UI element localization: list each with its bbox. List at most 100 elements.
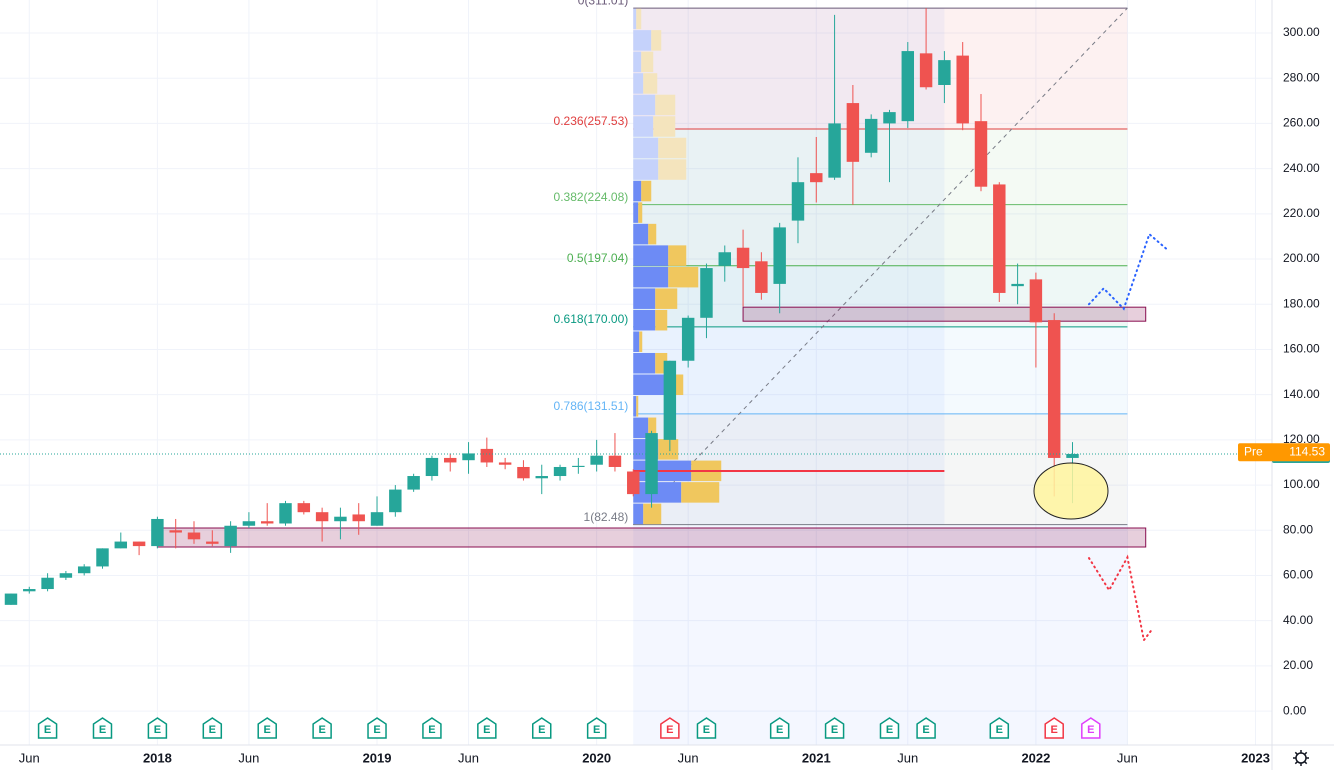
earnings-marker [879,717,900,739]
volume-down [655,288,678,309]
volume-down [655,309,668,331]
y-tick-label: 0.00 [1283,703,1307,717]
fib-band [633,265,1128,327]
earnings-label: E [99,724,106,736]
volume-down [658,439,679,460]
candle-body [132,541,146,547]
volume-up [633,288,656,309]
candle-body [974,121,988,187]
volume-down [636,396,639,417]
volume-down [648,417,657,439]
earnings-marker [1081,717,1101,739]
candle-body [919,53,933,88]
plot-area: 0(311.01) 0.236(257.53) 0.382(224.08) 0.5(1… [0,0,1272,745]
volume-up [633,309,656,331]
candle-body [462,453,475,461]
earnings-label: E [831,724,838,736]
candle-body [718,252,731,266]
earnings-marker [92,717,113,739]
earnings-label: E [264,724,271,736]
volume-down [651,30,662,51]
candle-body [956,55,969,124]
candle-body [498,462,512,465]
earnings-label: E [428,724,435,736]
volume-down [653,116,676,137]
volume-down [641,51,654,73]
candle-body [96,548,109,567]
fib-band [633,326,1128,414]
candle-body [425,457,439,477]
earnings-label: E [318,724,325,736]
y-tick-label: 20.00 [1283,658,1313,672]
earnings-label: E [1051,724,1058,736]
volume-down [658,137,687,159]
volume-up [633,159,659,180]
candle-body [627,471,640,495]
earnings-marker [531,717,552,739]
volume-down [658,159,687,180]
candle-body [279,503,292,524]
x-tick-label: Jun [238,750,259,765]
candle-body [260,521,274,524]
candle-body [480,448,494,463]
fib-band [633,128,1128,205]
earnings-label: E [996,724,1003,736]
settings-icon[interactable] [1293,750,1309,766]
y-tick-label: 280.00 [1283,70,1320,84]
zone [742,306,1147,322]
fib-label: 0.382(224.08) [554,190,629,204]
candle-body [681,317,695,361]
candle-body [608,455,622,467]
candle-body [938,60,951,85]
y-tick-label: 100.00 [1283,477,1320,491]
fib-band [633,8,1128,129]
candle-body [224,525,237,547]
volume-down [636,8,642,30]
x-tick-label: Jun [1117,750,1138,765]
candle-body [828,123,841,178]
earnings-marker [586,717,607,739]
candle-body [773,227,786,284]
y-tick-label: 160.00 [1283,342,1320,356]
candle-body [114,541,128,549]
fib-label: 0(311.01) [578,0,628,7]
earnings-marker [696,717,717,739]
x-tick-label: Jun [678,750,699,765]
range-background [633,524,1128,745]
candle-body [315,512,329,522]
x-tick-label: 2019 [363,750,392,765]
candle-body [389,489,402,513]
candle-body [572,465,585,467]
candle-body [553,466,567,477]
fib-label: 0.786(131.51) [554,399,629,413]
pre-market-price: 114.53 [1289,444,1325,458]
earnings-marker [477,717,497,739]
highlight-ellipse [1033,462,1109,520]
earnings-label: E [886,724,893,736]
candle-body [151,518,164,547]
candle-body [645,433,658,495]
candle-body [1029,279,1043,323]
earnings-marker [660,717,680,739]
candle-body [4,593,18,605]
candle-body [1011,283,1024,287]
fib-trend-line [632,7,1128,526]
volume-down [668,266,699,288]
earnings-label: E [483,724,490,736]
x-tick-label: Jun [19,750,40,765]
x-tick-label: 2023 [1241,750,1270,765]
candle-body [517,466,530,479]
candle-body [864,118,878,153]
volume-down [648,223,657,245]
volume-down [681,482,720,503]
candle-body [334,516,347,522]
earnings-label: E [538,724,545,736]
earnings-marker [422,717,442,739]
earnings-marker [202,717,223,739]
candle-body [407,476,420,490]
y-tick-label: 140.00 [1283,387,1320,401]
earnings-marker [257,717,277,739]
candle-body [1066,453,1079,458]
zone [156,527,1147,548]
